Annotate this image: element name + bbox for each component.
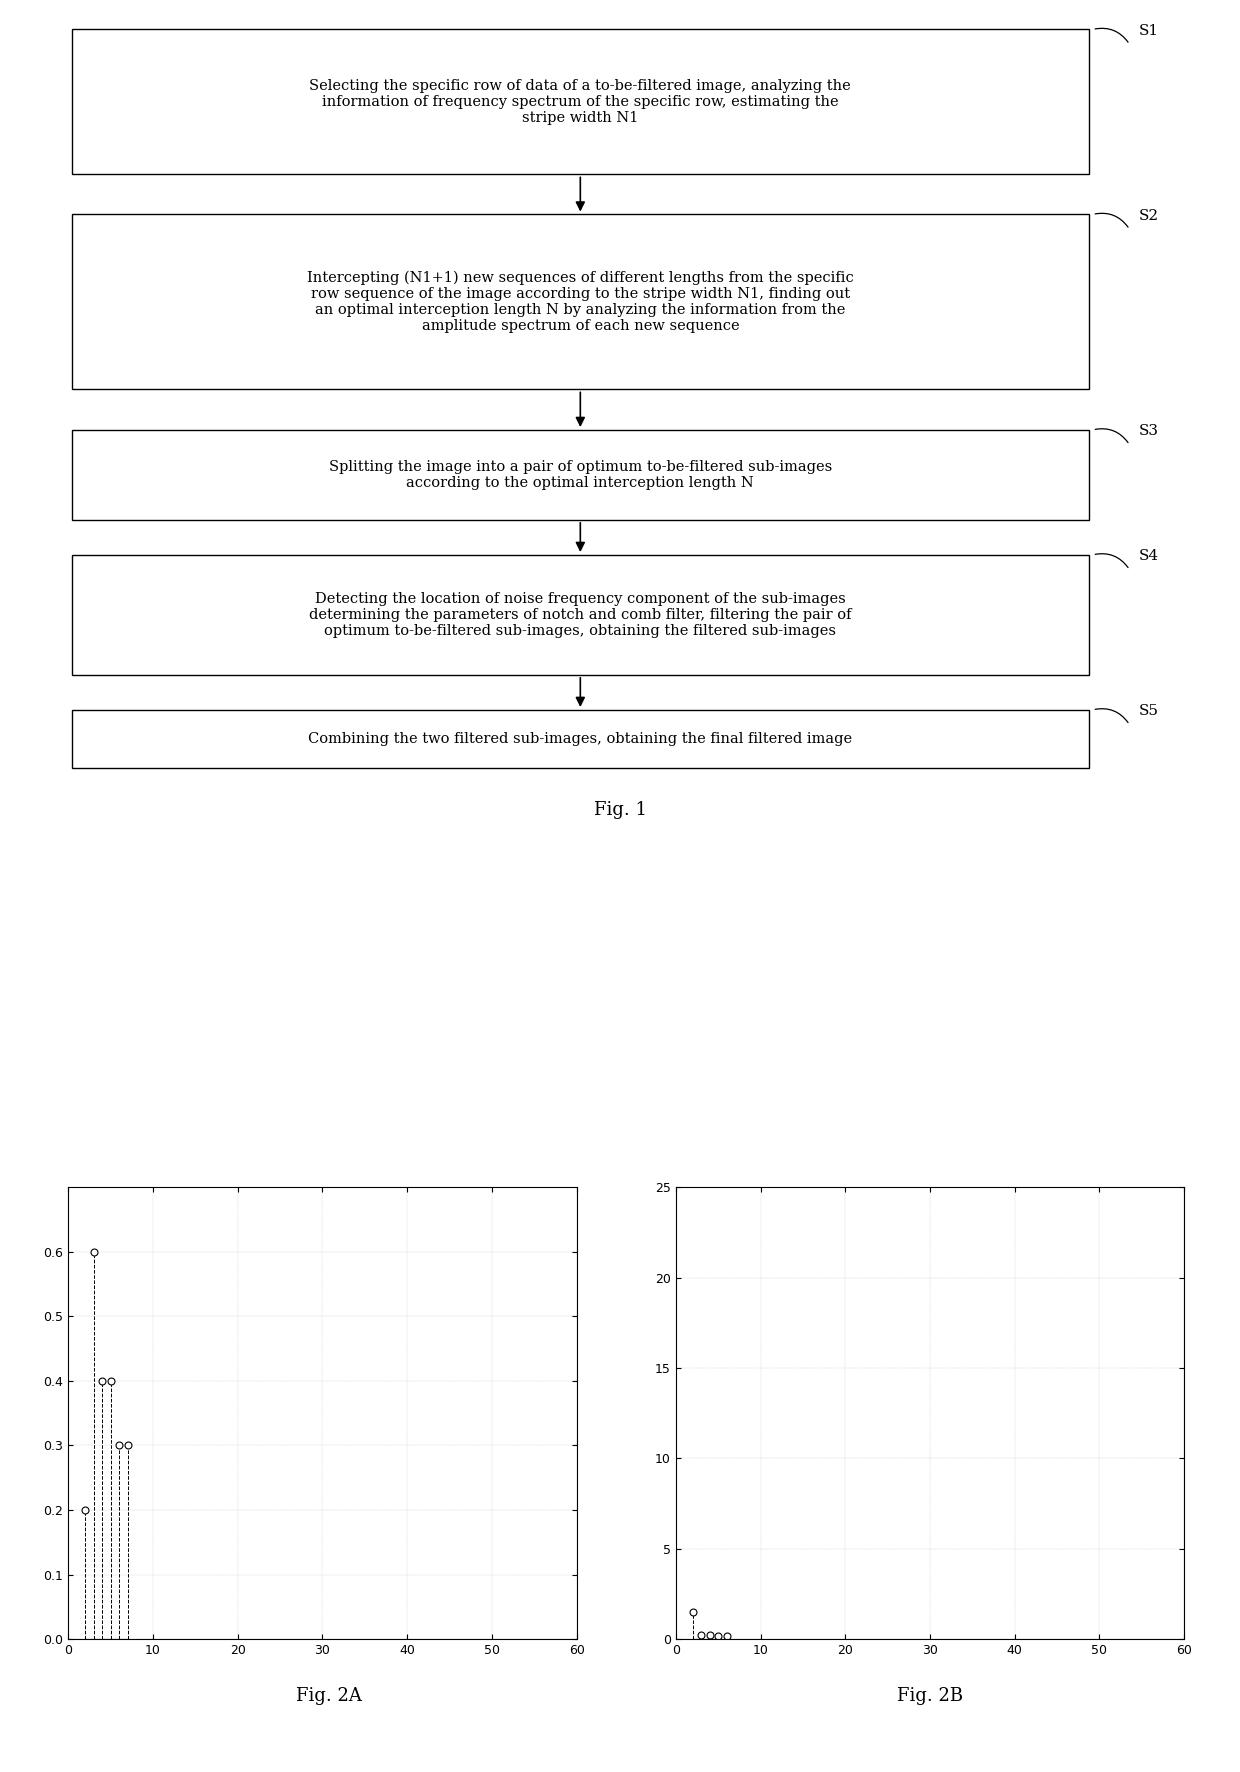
Text: Splitting the image into a pair of optimum to-be-filtered sub-images
according t: Splitting the image into a pair of optim… bbox=[329, 459, 832, 491]
Text: S1: S1 bbox=[1138, 23, 1158, 37]
Text: Combining the two filtered sub-images, obtaining the final filtered image: Combining the two filtered sub-images, o… bbox=[309, 732, 852, 746]
FancyBboxPatch shape bbox=[72, 214, 1089, 390]
Text: S4: S4 bbox=[1138, 549, 1158, 563]
FancyBboxPatch shape bbox=[72, 30, 1089, 174]
FancyBboxPatch shape bbox=[72, 711, 1089, 767]
FancyBboxPatch shape bbox=[72, 555, 1089, 675]
Text: S5: S5 bbox=[1138, 703, 1158, 718]
Text: S2: S2 bbox=[1138, 209, 1158, 223]
FancyBboxPatch shape bbox=[72, 431, 1089, 519]
Text: Fig. 2B: Fig. 2B bbox=[897, 1687, 963, 1705]
Text: Detecting the location of noise frequency component of the sub-images
determinin: Detecting the location of noise frequenc… bbox=[309, 592, 852, 638]
Text: Fig. 2A: Fig. 2A bbox=[295, 1687, 362, 1705]
Text: Intercepting (N1+1) new sequences of different lengths from the specific
row seq: Intercepting (N1+1) new sequences of dif… bbox=[308, 271, 853, 333]
Text: Fig. 1: Fig. 1 bbox=[594, 801, 646, 819]
Text: S3: S3 bbox=[1138, 424, 1158, 438]
Text: Selecting the specific row of data of a to-be-filtered image, analyzing the
info: Selecting the specific row of data of a … bbox=[310, 78, 851, 126]
